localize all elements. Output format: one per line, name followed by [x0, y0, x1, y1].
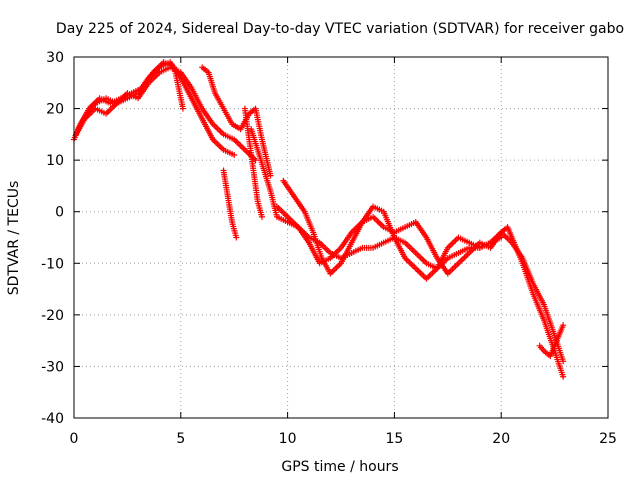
- series-track-5: [220, 167, 240, 241]
- y-tick-label: 0: [55, 205, 64, 221]
- x-tick-label: 0: [70, 431, 79, 447]
- x-axis-label: GPS time / hours: [281, 459, 398, 475]
- grid-layer: [74, 57, 608, 418]
- ticks-layer: [73, 56, 609, 419]
- series-track-3: [75, 59, 186, 133]
- x-tick-label: 20: [492, 431, 510, 447]
- series-track-8: [280, 177, 567, 380]
- data-point: [179, 105, 186, 112]
- x-tick-label: 10: [279, 431, 297, 447]
- y-tick-label: -30: [41, 359, 64, 375]
- series-track-7: [248, 126, 505, 272]
- series-track-10: [536, 322, 567, 360]
- series-track-2: [73, 59, 238, 158]
- data-point: [252, 157, 259, 164]
- y-tick-label: -20: [41, 308, 64, 324]
- y-tick-label: -40: [41, 411, 64, 427]
- data-point: [560, 373, 567, 380]
- x-tick-label: 15: [385, 431, 403, 447]
- data-point: [267, 172, 274, 179]
- plot-frame: [73, 56, 609, 419]
- y-axis-label: SDTVAR / TECUs: [6, 181, 22, 296]
- y-tick-label: -10: [41, 256, 64, 272]
- data-point: [560, 322, 567, 329]
- data-point: [560, 358, 567, 365]
- series-track-1: [71, 64, 259, 164]
- tick-labels-layer: 0 5 10 15 20 25 -40 -30 -20 -10 0 10 20 30: [41, 50, 617, 447]
- chart-title: Day 225 of 2024, Sidereal Day-to-day VTE…: [56, 21, 624, 37]
- series-track-9: [273, 203, 567, 365]
- data-point: [233, 234, 240, 241]
- x-tick-label: 25: [599, 431, 617, 447]
- data-point: [231, 151, 238, 158]
- y-tick-label: 10: [46, 153, 64, 169]
- data-points-layer: [71, 59, 567, 380]
- data-point: [258, 213, 265, 220]
- x-tick-label: 5: [176, 431, 185, 447]
- y-tick-label: 30: [46, 50, 64, 66]
- y-tick-label: 20: [46, 102, 64, 118]
